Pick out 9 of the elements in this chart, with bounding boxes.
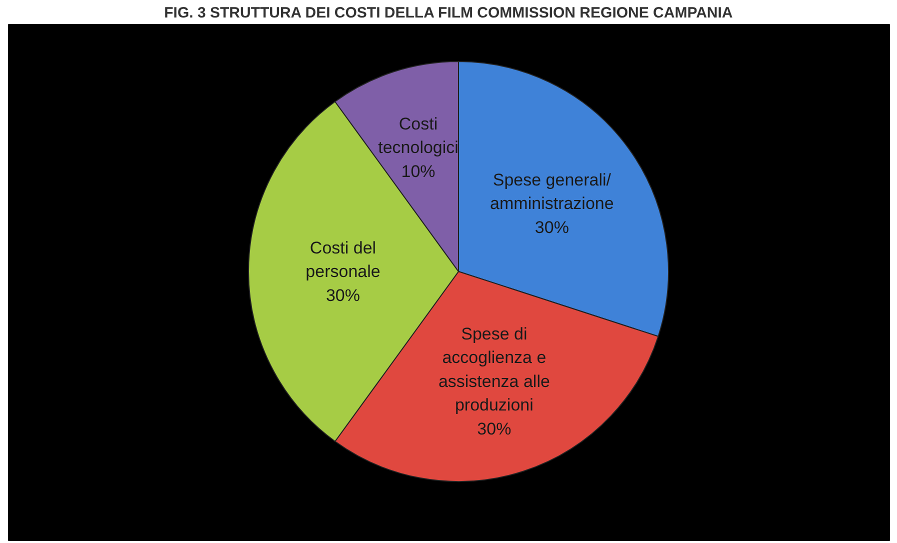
data-label: 30% (477, 419, 512, 438)
data-label: 10% (401, 162, 436, 181)
slice-label: Spese generali/ amministrazione (490, 170, 614, 214)
data-label: 30% (326, 286, 360, 305)
slice-label: Spese di accoglienza e assistenza alle produzioni (438, 324, 550, 415)
slice-label: Costi tecnologici (378, 114, 458, 158)
data-label: 30% (534, 218, 569, 237)
slice-label: Costi del personale (306, 238, 380, 281)
chart-title: FIG. 3 STRUTTURA DEI COSTI DELLA FILM COMMISSION REGIONE CAMPANIA (164, 4, 733, 22)
